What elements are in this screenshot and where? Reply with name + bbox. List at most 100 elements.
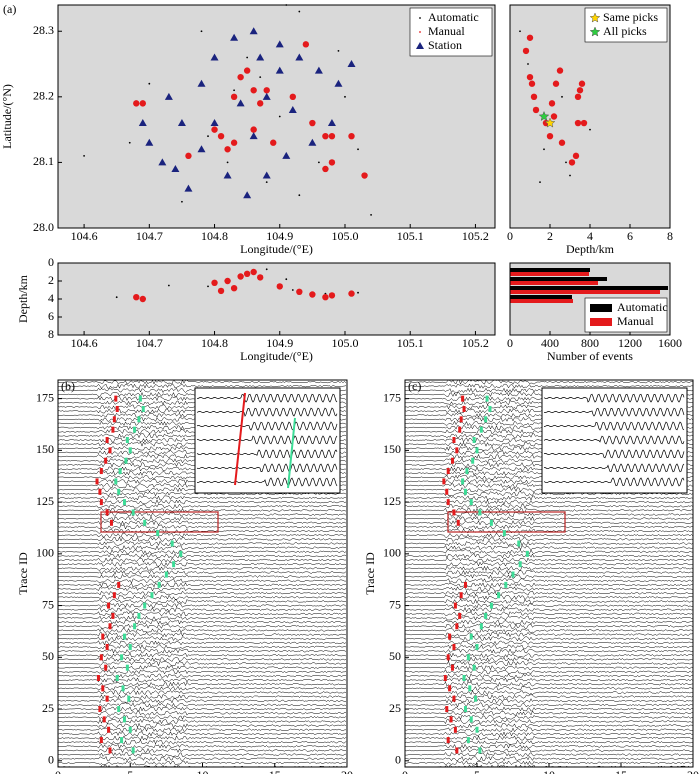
point: [243, 191, 252, 199]
point: [308, 138, 317, 146]
trace: [58, 660, 347, 667]
point: [474, 695, 478, 702]
x-tick-label: 104.8: [201, 336, 228, 350]
x-tick-label: 6: [627, 229, 633, 243]
trace: [405, 706, 693, 712]
trace: [405, 383, 693, 389]
point: [256, 274, 264, 281]
point: [265, 181, 268, 183]
point: [133, 426, 137, 433]
y-tick-label: 28.0: [33, 220, 54, 234]
point: [565, 161, 567, 164]
trace: [58, 718, 347, 725]
trace: [58, 743, 347, 750]
trace: [58, 590, 347, 596]
point: [526, 73, 534, 81]
point: [145, 138, 154, 146]
x-tick-label: 104.6: [71, 336, 98, 350]
y-tick-label: 150: [36, 442, 54, 456]
point: [179, 550, 183, 557]
point: [453, 602, 457, 609]
inset-trace: [543, 435, 685, 445]
trace: [58, 549, 347, 555]
point: [99, 654, 103, 661]
point: [361, 172, 368, 179]
point: [114, 395, 118, 402]
y-tick-label: 8: [48, 327, 54, 341]
point: [157, 581, 161, 588]
point: [443, 675, 447, 682]
plot-frame: [57, 262, 496, 336]
point: [451, 457, 455, 464]
point: [517, 540, 521, 547]
trace: [58, 602, 347, 609]
trace: [58, 722, 347, 729]
point: [455, 747, 459, 754]
point: [276, 283, 283, 290]
point: [452, 509, 456, 516]
point: [463, 581, 467, 588]
x-tick-label: 105.0: [331, 336, 358, 350]
x-tick-label: 0: [507, 229, 513, 243]
point: [357, 291, 359, 294]
point: [99, 499, 103, 506]
x-tick-label: 20: [687, 768, 699, 774]
trace: [58, 689, 347, 696]
point: [456, 519, 460, 526]
trace: [58, 598, 346, 605]
point: [262, 92, 271, 100]
y-axis-label: Trace ID: [363, 552, 377, 595]
point: [185, 152, 192, 160]
point: [302, 41, 310, 48]
trace: [58, 636, 347, 642]
trace: [405, 702, 693, 708]
point: [527, 63, 529, 65]
point: [105, 695, 109, 702]
point: [210, 119, 219, 127]
legend-label: All picks: [603, 24, 647, 38]
trace: [405, 561, 693, 567]
point: [455, 623, 459, 630]
point: [461, 478, 465, 485]
point: [125, 437, 129, 444]
trace: [405, 540, 693, 547]
plot-frame: [57, 379, 348, 768]
point: [543, 148, 545, 151]
point: [250, 87, 257, 94]
point: [578, 80, 586, 87]
trace: [405, 631, 693, 638]
point: [519, 30, 521, 33]
trace: [58, 503, 347, 509]
point: [262, 171, 271, 179]
trace: [405, 685, 693, 691]
y-tick-label: 175: [36, 390, 54, 404]
panel-label: (a): [3, 2, 16, 16]
bar: [510, 286, 668, 290]
point: [275, 66, 284, 74]
trace: [405, 743, 693, 749]
x-tick-label: 1200: [618, 336, 642, 350]
inset-trace: [543, 407, 685, 417]
point: [259, 76, 262, 79]
point: [137, 416, 141, 423]
point: [469, 499, 473, 506]
point: [101, 685, 105, 692]
point: [295, 53, 304, 61]
point: [289, 93, 297, 101]
point: [465, 468, 469, 475]
y-tick-label: 125: [36, 494, 54, 508]
trace: [58, 536, 347, 542]
legend-label: Automatic: [617, 300, 668, 314]
point: [314, 66, 323, 74]
trace: [58, 702, 347, 708]
point: [475, 643, 479, 650]
trace: [405, 615, 693, 621]
trace: [405, 747, 693, 753]
point: [291, 289, 294, 291]
trace: [405, 495, 693, 501]
point: [478, 747, 482, 754]
trace: [58, 619, 347, 625]
trace: [58, 710, 347, 716]
x-tick-label: 105.2: [462, 229, 489, 243]
